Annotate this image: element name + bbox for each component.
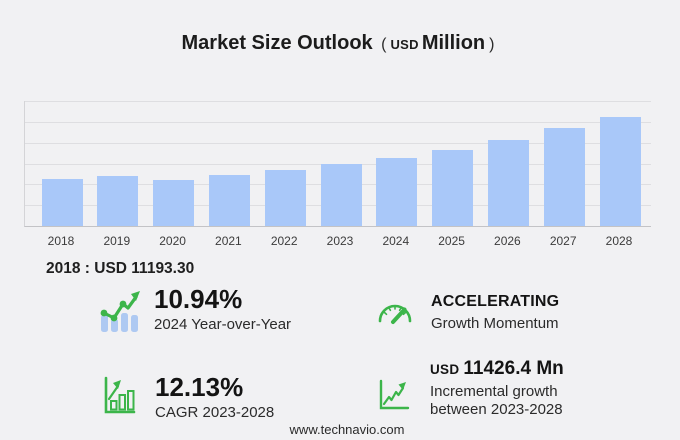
- website-link[interactable]: www.technavio.com: [289, 422, 405, 437]
- bar-chart-trend-icon: [98, 288, 144, 334]
- gauge-icon: [376, 295, 414, 326]
- gridline: [25, 101, 651, 102]
- stat-incremental: USD 11426.4 Mn Incremental growth between…: [375, 358, 670, 422]
- bar-2022: [264, 170, 306, 226]
- bar-2025: [432, 150, 474, 226]
- title-paren-close: ): [489, 36, 495, 53]
- stat-incremental-label-line2: between 2023-2028: [430, 401, 563, 418]
- x-label-2026: 2026: [494, 234, 521, 248]
- x-label-2023: 2023: [326, 234, 354, 248]
- x-label-2018: 2018: [47, 234, 75, 248]
- x-label-2019: 2019: [103, 234, 131, 248]
- title-paren-open: (: [381, 36, 387, 53]
- x-label-2020: 2020: [159, 234, 186, 248]
- stat-cagr-value: 12.13%: [155, 372, 244, 402]
- x-axis-labels: 2018 2019 2020 2021 2022 2023 2024 2025 2026 2027…: [24, 234, 650, 250]
- stat-incremental-amount: 11426.4 Mn: [463, 358, 564, 379]
- stat-incremental-label-line1: Incremental growth: [430, 383, 558, 400]
- stat-momentum-value: ACCELERATING: [431, 293, 560, 310]
- bar-2024: [376, 157, 418, 226]
- stat-momentum-label: Growth Momentum: [431, 315, 559, 332]
- stat-incremental-value: USD 11426.4 Mn: [430, 358, 564, 381]
- x-label-2025: 2025: [438, 234, 465, 248]
- title-main: Market Size Outlook: [181, 32, 373, 54]
- stat-yoy-value: 10.94%: [154, 284, 243, 314]
- bar-2023: [320, 164, 362, 226]
- stat-cagr: 12.13% CAGR 2023-2028: [97, 372, 367, 424]
- gridline: [25, 142, 651, 144]
- bar-growth-icon: [101, 374, 137, 416]
- stat-yoy: 10.94% 2024 Year-over-Year: [90, 284, 360, 338]
- bar-2018: [41, 179, 83, 226]
- plot-area: [24, 101, 651, 227]
- x-label-2024: 2024: [382, 234, 410, 248]
- bar-2019: [97, 175, 139, 226]
- line-growth-icon: [377, 378, 411, 412]
- title-unit: Million: [421, 32, 486, 54]
- x-label-2022: 2022: [270, 234, 298, 248]
- stat-cagr-label: CAGR 2023-2028: [155, 404, 275, 421]
- stat-momentum: ACCELERATING Growth Momentum: [374, 292, 654, 338]
- bar-2026: [487, 140, 529, 226]
- stat-incremental-currency: USD: [430, 362, 460, 377]
- x-label-2028: 2028: [605, 234, 633, 248]
- gridline: [25, 163, 651, 165]
- chart-title: Market Size Outlook (USD Million): [0, 32, 680, 55]
- bar-2020: [153, 179, 195, 226]
- bar-2027: [543, 128, 585, 226]
- base-year-annotation: 2018 : USD 11193.30: [46, 260, 195, 277]
- bar-2028: [599, 116, 641, 226]
- x-label-2027: 2027: [549, 234, 577, 248]
- gridline: [25, 121, 651, 123]
- x-label-2021: 2021: [215, 234, 242, 248]
- title-unit-prefix: USD: [390, 37, 419, 52]
- stat-yoy-label: 2024 Year-over-Year: [154, 316, 292, 333]
- bar-2021: [208, 175, 250, 226]
